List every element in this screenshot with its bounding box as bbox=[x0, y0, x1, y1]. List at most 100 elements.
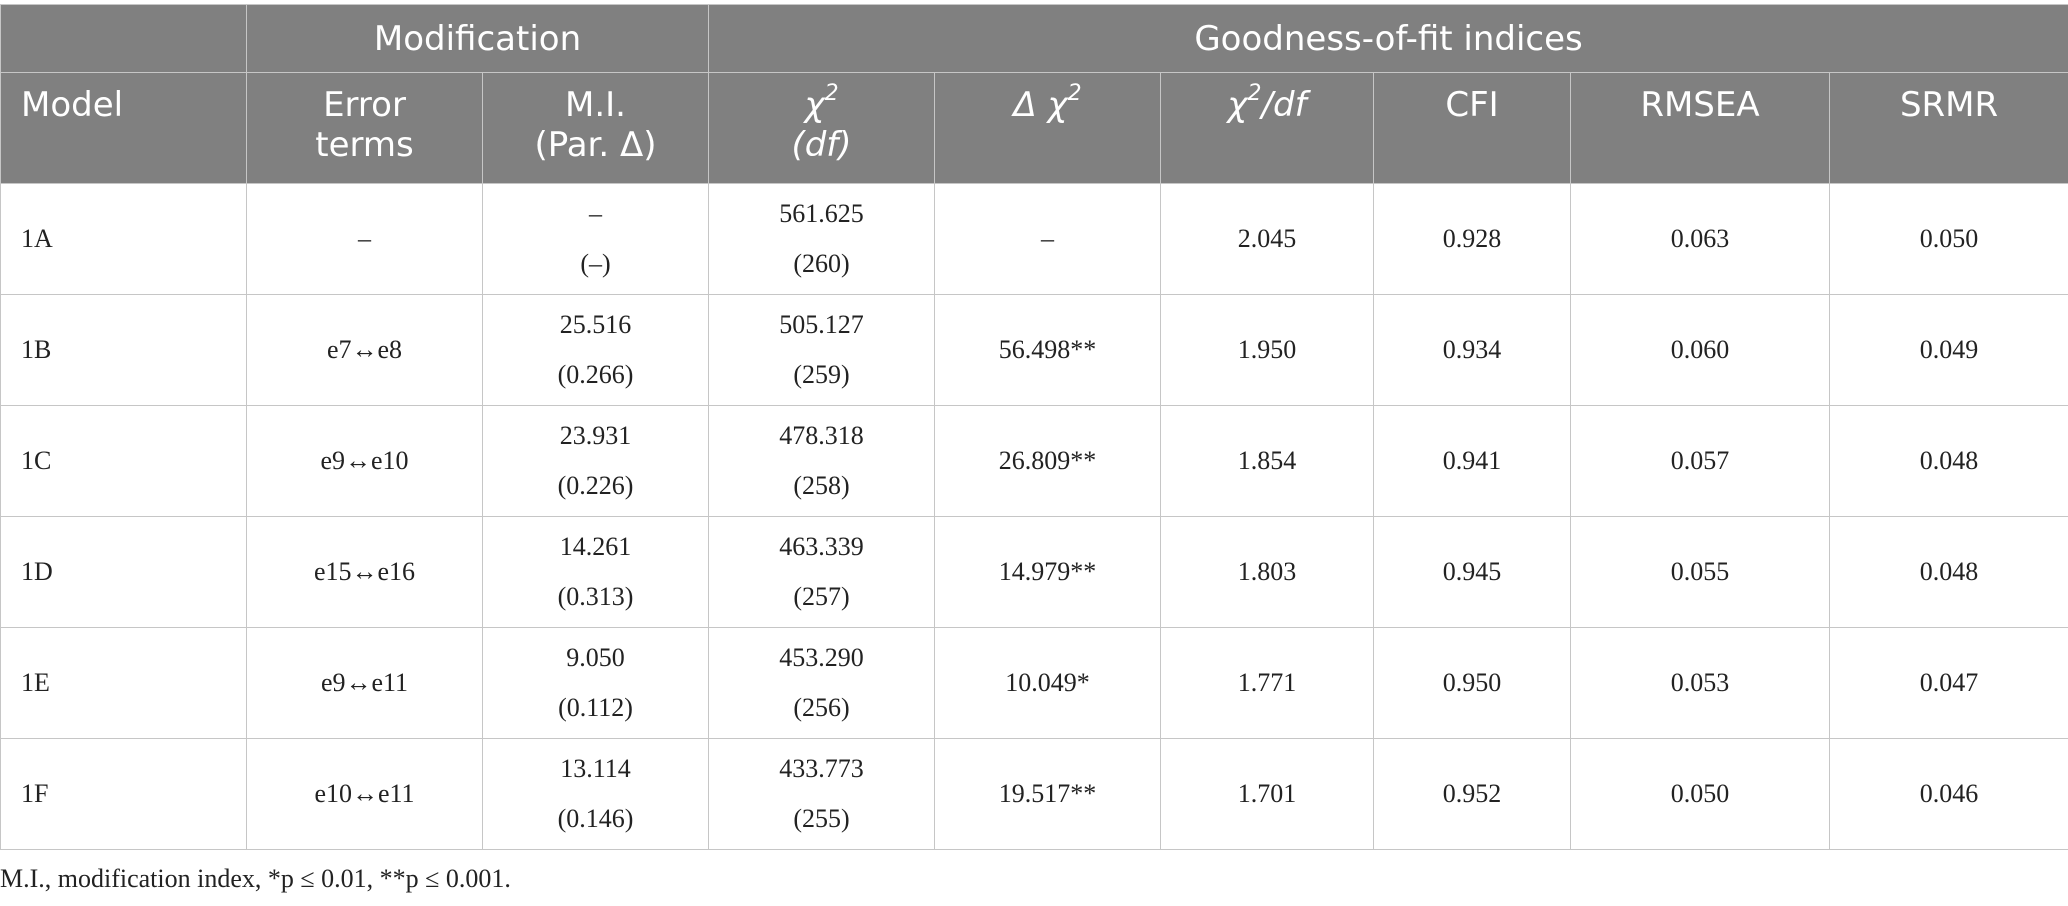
cell-mi-line1: 9.050 bbox=[566, 643, 625, 672]
header-error-terms: Error terms bbox=[246, 72, 483, 184]
header-error-line1: Error bbox=[323, 85, 406, 125]
header-group-gof: Goodness-of-fit indices bbox=[707, 4, 2068, 73]
cell-mi-line2: (–) bbox=[580, 249, 611, 278]
table-row: 1B e7↔e8 25.516 (0.266) 505.127 (259) 56.498**… bbox=[0, 294, 2068, 406]
cell-chi2-line1: 463.339 bbox=[779, 532, 864, 561]
header-group-modification: Modification bbox=[246, 4, 709, 73]
cell-chi2-df: 1.701 bbox=[1160, 738, 1374, 850]
header-rmsea: RMSEA bbox=[1570, 72, 1830, 184]
cell-rmsea: 0.060 bbox=[1570, 294, 1830, 406]
header-chi2-df: (df) bbox=[791, 125, 852, 165]
cell-chi2: 463.339 (257) bbox=[708, 516, 935, 628]
header-chi2-sup: 2 bbox=[824, 80, 839, 106]
cell-chi2-line2: (257) bbox=[793, 582, 850, 611]
cell-mi-line1: – bbox=[589, 199, 602, 228]
cell-cfi: 0.950 bbox=[1373, 627, 1571, 739]
cell-model: 1C bbox=[0, 405, 247, 517]
cell-chi2-df: 2.045 bbox=[1160, 183, 1374, 295]
cell-chi2: 561.625 (260) bbox=[708, 183, 935, 295]
cell-error-terms: e9↔e11 bbox=[246, 627, 483, 739]
cell-mi-line2: (0.266) bbox=[557, 360, 634, 389]
cell-chi2-line1: 505.127 bbox=[779, 310, 864, 339]
cell-model: 1A bbox=[0, 183, 247, 295]
header-chi2: χ2 (df) bbox=[708, 72, 935, 184]
cell-chi2-df: 1.803 bbox=[1160, 516, 1374, 628]
header-mi: M.I. (Par. Δ) bbox=[482, 72, 709, 184]
header-cfi: CFI bbox=[1373, 72, 1571, 184]
cell-delta-chi2: 26.809** bbox=[934, 405, 1161, 517]
table-footnote: M.I., modification index, *p ≤ 0.01, **p… bbox=[0, 864, 511, 893]
table-header: Modification Goodness-of-fit indices Mod… bbox=[0, 4, 2068, 184]
header-delta-chi2-symbol: Δ χ bbox=[1013, 85, 1068, 125]
cell-srmr: 0.050 bbox=[1828, 183, 2068, 295]
cell-chi2: 433.773 (255) bbox=[708, 738, 935, 850]
cell-rmsea: 0.053 bbox=[1570, 627, 1830, 739]
cell-mi: 9.050 (0.112) bbox=[482, 627, 709, 739]
cell-model: 1D bbox=[0, 516, 247, 628]
cell-mi-line2: (0.226) bbox=[557, 471, 634, 500]
cell-chi2-df: 1.950 bbox=[1160, 294, 1374, 406]
cell-chi2-df: 1.854 bbox=[1160, 405, 1374, 517]
header-empty-cell bbox=[0, 4, 247, 73]
cell-mi: 23.931 (0.226) bbox=[482, 405, 709, 517]
cell-mi: 25.516 (0.266) bbox=[482, 294, 709, 406]
cell-model: 1B bbox=[0, 294, 247, 406]
table-row: 1D e15↔e16 14.261 (0.313) 463.339 (257) 14.979… bbox=[0, 516, 2068, 628]
cell-chi2-line1: 478.318 bbox=[779, 421, 864, 450]
header-delta-chi2: Δ χ2 bbox=[934, 72, 1161, 184]
cell-chi2: 478.318 (258) bbox=[708, 405, 935, 517]
cell-srmr: 0.047 bbox=[1828, 627, 2068, 739]
cell-rmsea: 0.055 bbox=[1570, 516, 1830, 628]
table-row: 1C e9↔e10 23.931 (0.226) 478.318 (258) 26.809*… bbox=[0, 405, 2068, 517]
cell-delta-chi2: 14.979** bbox=[934, 516, 1161, 628]
cell-error-terms: e7↔e8 bbox=[246, 294, 483, 406]
cell-chi2: 453.290 (256) bbox=[708, 627, 935, 739]
cell-cfi: 0.945 bbox=[1373, 516, 1571, 628]
cell-cfi: 0.941 bbox=[1373, 405, 1571, 517]
header-chi2-ratio-rest: /df bbox=[1261, 85, 1307, 125]
cell-mi-line1: 25.516 bbox=[559, 310, 632, 339]
cell-mi: 14.261 (0.313) bbox=[482, 516, 709, 628]
table-row: 1F e10↔e11 13.114 (0.146) 433.773 (255) 19.517… bbox=[0, 738, 2068, 850]
goodness-of-fit-table: Modification Goodness-of-fit indices Mod… bbox=[0, 4, 2068, 850]
header-error-line2: terms bbox=[315, 125, 414, 165]
cell-mi-line1: 13.114 bbox=[560, 754, 631, 783]
cell-chi2-line2: (260) bbox=[793, 249, 850, 278]
cell-cfi: 0.928 bbox=[1373, 183, 1571, 295]
cell-cfi: 0.934 bbox=[1373, 294, 1571, 406]
cell-delta-chi2: 10.049* bbox=[934, 627, 1161, 739]
header-model: Model bbox=[0, 72, 247, 184]
table-body: 1A – – (–) 561.625 (260) –2.045 0.928 0.063 0.050… bbox=[0, 183, 2068, 850]
header-mi-line1: M.I. bbox=[565, 85, 626, 125]
cell-error-terms: e10↔e11 bbox=[246, 738, 483, 850]
cell-chi2-df: 1.771 bbox=[1160, 627, 1374, 739]
cell-chi2-line1: 561.625 bbox=[779, 199, 864, 228]
cell-error-terms: e9↔e10 bbox=[246, 405, 483, 517]
cell-chi2-line2: (258) bbox=[793, 471, 850, 500]
header-chi2-ratio-symbol: χ bbox=[1227, 85, 1248, 125]
cell-chi2-line2: (256) bbox=[793, 693, 850, 722]
header-delta-chi2-sup: 2 bbox=[1067, 80, 1082, 106]
cell-srmr: 0.049 bbox=[1828, 294, 2068, 406]
cell-rmsea: 0.063 bbox=[1570, 183, 1830, 295]
cell-cfi: 0.952 bbox=[1373, 738, 1571, 850]
cell-mi-line2: (0.313) bbox=[557, 582, 634, 611]
cell-srmr: 0.048 bbox=[1828, 516, 2068, 628]
cell-error-terms: – bbox=[246, 183, 483, 295]
cell-mi-line1: 14.261 bbox=[559, 532, 632, 561]
header-chi2-symbol: χ bbox=[804, 85, 825, 125]
cell-chi2-line2: (255) bbox=[793, 804, 850, 833]
cell-mi: – (–) bbox=[482, 183, 709, 295]
cell-mi-line2: (0.112) bbox=[558, 693, 633, 722]
cell-delta-chi2: 19.517** bbox=[934, 738, 1161, 850]
cell-srmr: 0.048 bbox=[1828, 405, 2068, 517]
header-srmr: SRMR bbox=[1828, 72, 2068, 184]
cell-delta-chi2: – bbox=[934, 183, 1161, 295]
cell-chi2-line2: (259) bbox=[793, 360, 850, 389]
cell-srmr: 0.046 bbox=[1828, 738, 2068, 850]
header-mi-line2: (Par. Δ) bbox=[534, 125, 657, 165]
cell-rmsea: 0.050 bbox=[1570, 738, 1830, 850]
cell-model: 1E bbox=[0, 627, 247, 739]
cell-model: 1F bbox=[0, 738, 247, 850]
